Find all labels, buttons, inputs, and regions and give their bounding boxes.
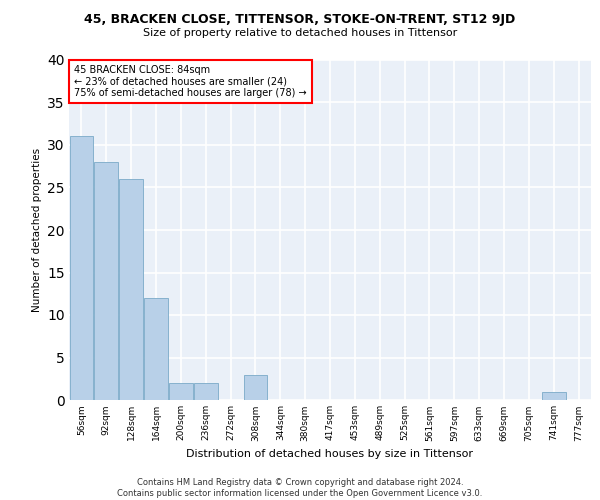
Bar xyxy=(119,179,143,400)
Bar xyxy=(94,162,118,400)
Bar xyxy=(70,136,93,400)
Bar xyxy=(169,383,193,400)
Bar xyxy=(144,298,168,400)
X-axis label: Distribution of detached houses by size in Tittensor: Distribution of detached houses by size … xyxy=(187,449,473,459)
Bar xyxy=(244,374,267,400)
Text: Size of property relative to detached houses in Tittensor: Size of property relative to detached ho… xyxy=(143,28,457,38)
Bar xyxy=(194,383,218,400)
Y-axis label: Number of detached properties: Number of detached properties xyxy=(32,148,41,312)
Bar xyxy=(542,392,566,400)
Text: 45, BRACKEN CLOSE, TITTENSOR, STOKE-ON-TRENT, ST12 9JD: 45, BRACKEN CLOSE, TITTENSOR, STOKE-ON-T… xyxy=(85,12,515,26)
Text: 45 BRACKEN CLOSE: 84sqm
← 23% of detached houses are smaller (24)
75% of semi-de: 45 BRACKEN CLOSE: 84sqm ← 23% of detache… xyxy=(74,65,307,98)
Text: Contains HM Land Registry data © Crown copyright and database right 2024.
Contai: Contains HM Land Registry data © Crown c… xyxy=(118,478,482,498)
